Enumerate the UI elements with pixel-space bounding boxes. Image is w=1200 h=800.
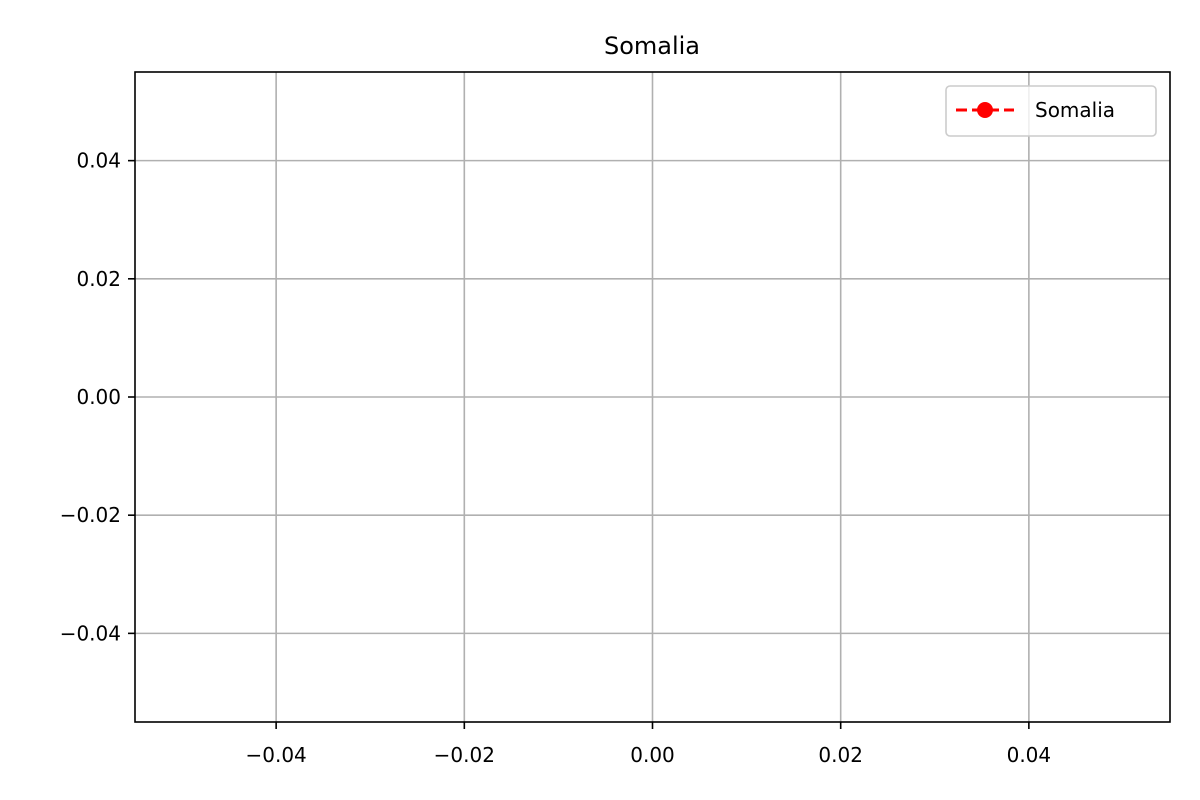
y-axis: −0.04 −0.02 0.00 0.02 0.04 — [60, 149, 135, 645]
x-tick-label: 0.00 — [630, 743, 675, 767]
legend-box — [945, 85, 1157, 137]
legend: Somalia — [945, 85, 1157, 137]
x-axis: −0.04 −0.02 0.00 0.02 0.04 — [245, 722, 1051, 767]
y-tick-label: −0.02 — [60, 503, 121, 527]
x-tick-label: −0.02 — [434, 743, 495, 767]
legend-point-marker — [977, 102, 993, 118]
chart-title: Somalia — [604, 32, 700, 60]
y-tick-label: −0.04 — [60, 621, 121, 645]
x-tick-label: 0.02 — [818, 743, 863, 767]
grid-lines — [135, 72, 1170, 722]
y-tick-label: 0.00 — [76, 385, 121, 409]
legend-label: Somalia — [1035, 98, 1115, 122]
x-tick-label: −0.04 — [245, 743, 306, 767]
y-tick-label: 0.02 — [76, 267, 121, 291]
x-tick-label: 0.04 — [1007, 743, 1052, 767]
y-tick-label: 0.04 — [76, 149, 121, 173]
